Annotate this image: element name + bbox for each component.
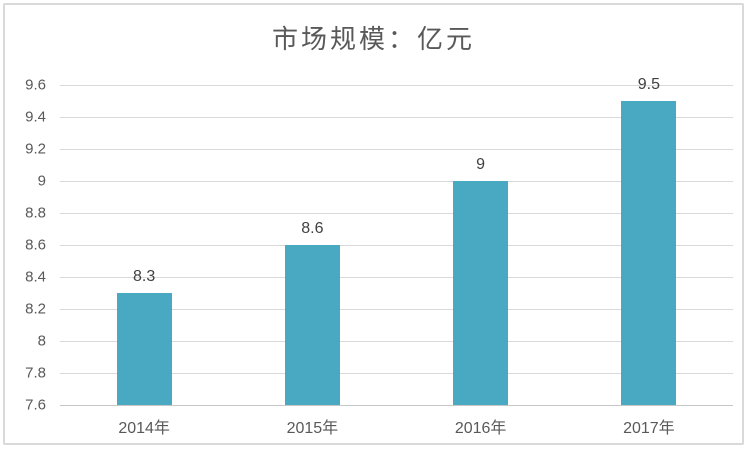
x-axis-tick-label: 2015年 <box>286 420 339 437</box>
chart-frame: 市场规模：亿元 9.6 9.4 9.2 9 8.8 8.6 8.4 8.2 8 7.8 7.6 8.… <box>3 3 744 445</box>
y-axis-tick-label: 8.8 <box>25 204 46 222</box>
bar-value-label: 8.6 <box>301 220 324 237</box>
gridline <box>60 149 733 150</box>
bar-2014年 <box>117 293 172 405</box>
x-axis: 2014年 2015年 2016年 2017年 <box>60 414 733 440</box>
gridline <box>60 213 733 214</box>
y-axis-tick-label: 9.4 <box>25 108 46 126</box>
y-axis-tick-label: 8.4 <box>25 268 46 286</box>
y-axis-tick-label: 8.2 <box>25 300 46 318</box>
x-axis-tick-label: 2017年 <box>623 420 675 437</box>
gridline <box>60 277 733 278</box>
y-axis-tick-label: 8.6 <box>25 236 46 254</box>
plot-area: 8.3 8.6 9 9.5 <box>60 76 733 406</box>
y-axis-tick-label: 8 <box>37 332 46 350</box>
bar-value-label: 8.3 <box>133 268 156 285</box>
y-axis-tick-label: 7.8 <box>25 364 46 382</box>
bar-2017年 <box>621 101 676 405</box>
bar-value-label: 9.5 <box>637 76 660 93</box>
y-axis-tick-label: 7.6 <box>25 396 46 414</box>
gridline <box>60 181 733 182</box>
chart-title: 市场规模：亿元 <box>271 24 475 54</box>
bar-2015年 <box>285 245 340 405</box>
x-axis-tick-label: 2016年 <box>454 420 507 437</box>
gridline <box>60 117 733 118</box>
gridline <box>60 85 733 86</box>
y-axis-tick-label: 9.6 <box>25 76 46 94</box>
x-axis-tick-label: 2014年 <box>118 420 170 437</box>
y-axis: 9.6 9.4 9.2 9 8.8 8.6 8.4 8.2 8 7.8 7.6 <box>5 77 60 414</box>
gridline <box>60 245 733 246</box>
bar-2016年 <box>453 181 508 405</box>
y-axis-tick-label: 9.2 <box>25 140 46 158</box>
gridline <box>60 341 733 342</box>
y-axis-tick-label: 9 <box>37 172 46 190</box>
bar-value-label: 9 <box>476 156 486 173</box>
gridline <box>60 373 733 374</box>
gridline <box>60 309 733 310</box>
